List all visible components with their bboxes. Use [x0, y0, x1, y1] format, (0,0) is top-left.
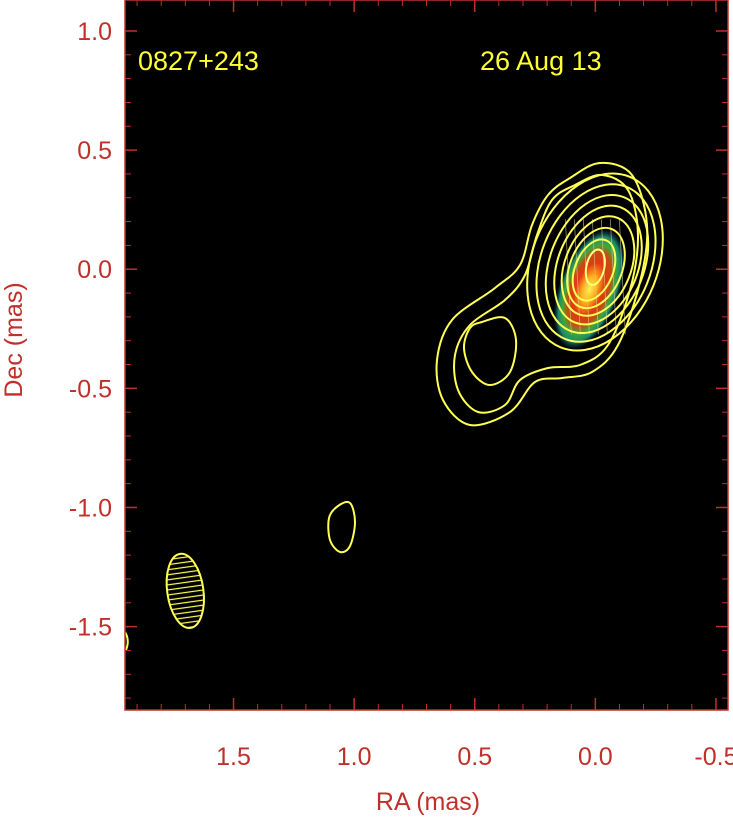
y-tick-label: 1.0 — [77, 18, 112, 46]
x-tick-label: 1.5 — [216, 743, 251, 771]
x-tick-label: 0.5 — [457, 743, 492, 771]
contour-core-3 — [553, 204, 643, 326]
pol-vector — [591, 219, 599, 335]
contour-outer — [435, 161, 649, 427]
pol-vector — [609, 219, 617, 335]
x-axis-label: RA (mas) — [376, 788, 480, 816]
x-tick-label: 1.0 — [337, 743, 372, 771]
x-tick-label: -0.5 — [694, 743, 733, 771]
epoch-label: 26 Aug 13 — [480, 46, 602, 76]
contour-core-0 — [526, 172, 664, 352]
restoring-beam — [165, 552, 205, 629]
y-axis-label: Dec (mas) — [0, 282, 28, 397]
y-tick-label: -1.0 — [69, 494, 112, 522]
contour-2 — [453, 173, 640, 414]
contour-blob — [327, 500, 357, 554]
y-tick-label: 0.5 — [77, 137, 112, 165]
contour-layer — [125, 161, 664, 651]
contour-core-1 — [535, 183, 657, 343]
plot-frame — [124, 0, 729, 711]
y-tick-label: 0.0 — [77, 256, 112, 284]
source-name-label: 0827+243 — [138, 46, 259, 76]
plot-area — [125, 0, 728, 710]
contour-core-5 — [566, 226, 626, 310]
x-tick-label: 0.0 — [578, 743, 613, 771]
pol-vector — [600, 219, 608, 335]
contour-core-2 — [544, 193, 650, 335]
beam-layer — [165, 552, 205, 629]
contour-jet-knot — [462, 316, 518, 387]
contour-peak — [584, 248, 606, 286]
contour-core-4 — [560, 215, 636, 317]
tick-layer: 1.5 1.0 0.5 0.0 -0.5 1.0 0.5 0.0 -0.5 -1.0 -1.5 — [69, 0, 733, 771]
contour-core-6 — [571, 238, 617, 302]
y-tick-label: -0.5 — [69, 375, 112, 403]
y-tick-label: -1.5 — [69, 614, 112, 642]
